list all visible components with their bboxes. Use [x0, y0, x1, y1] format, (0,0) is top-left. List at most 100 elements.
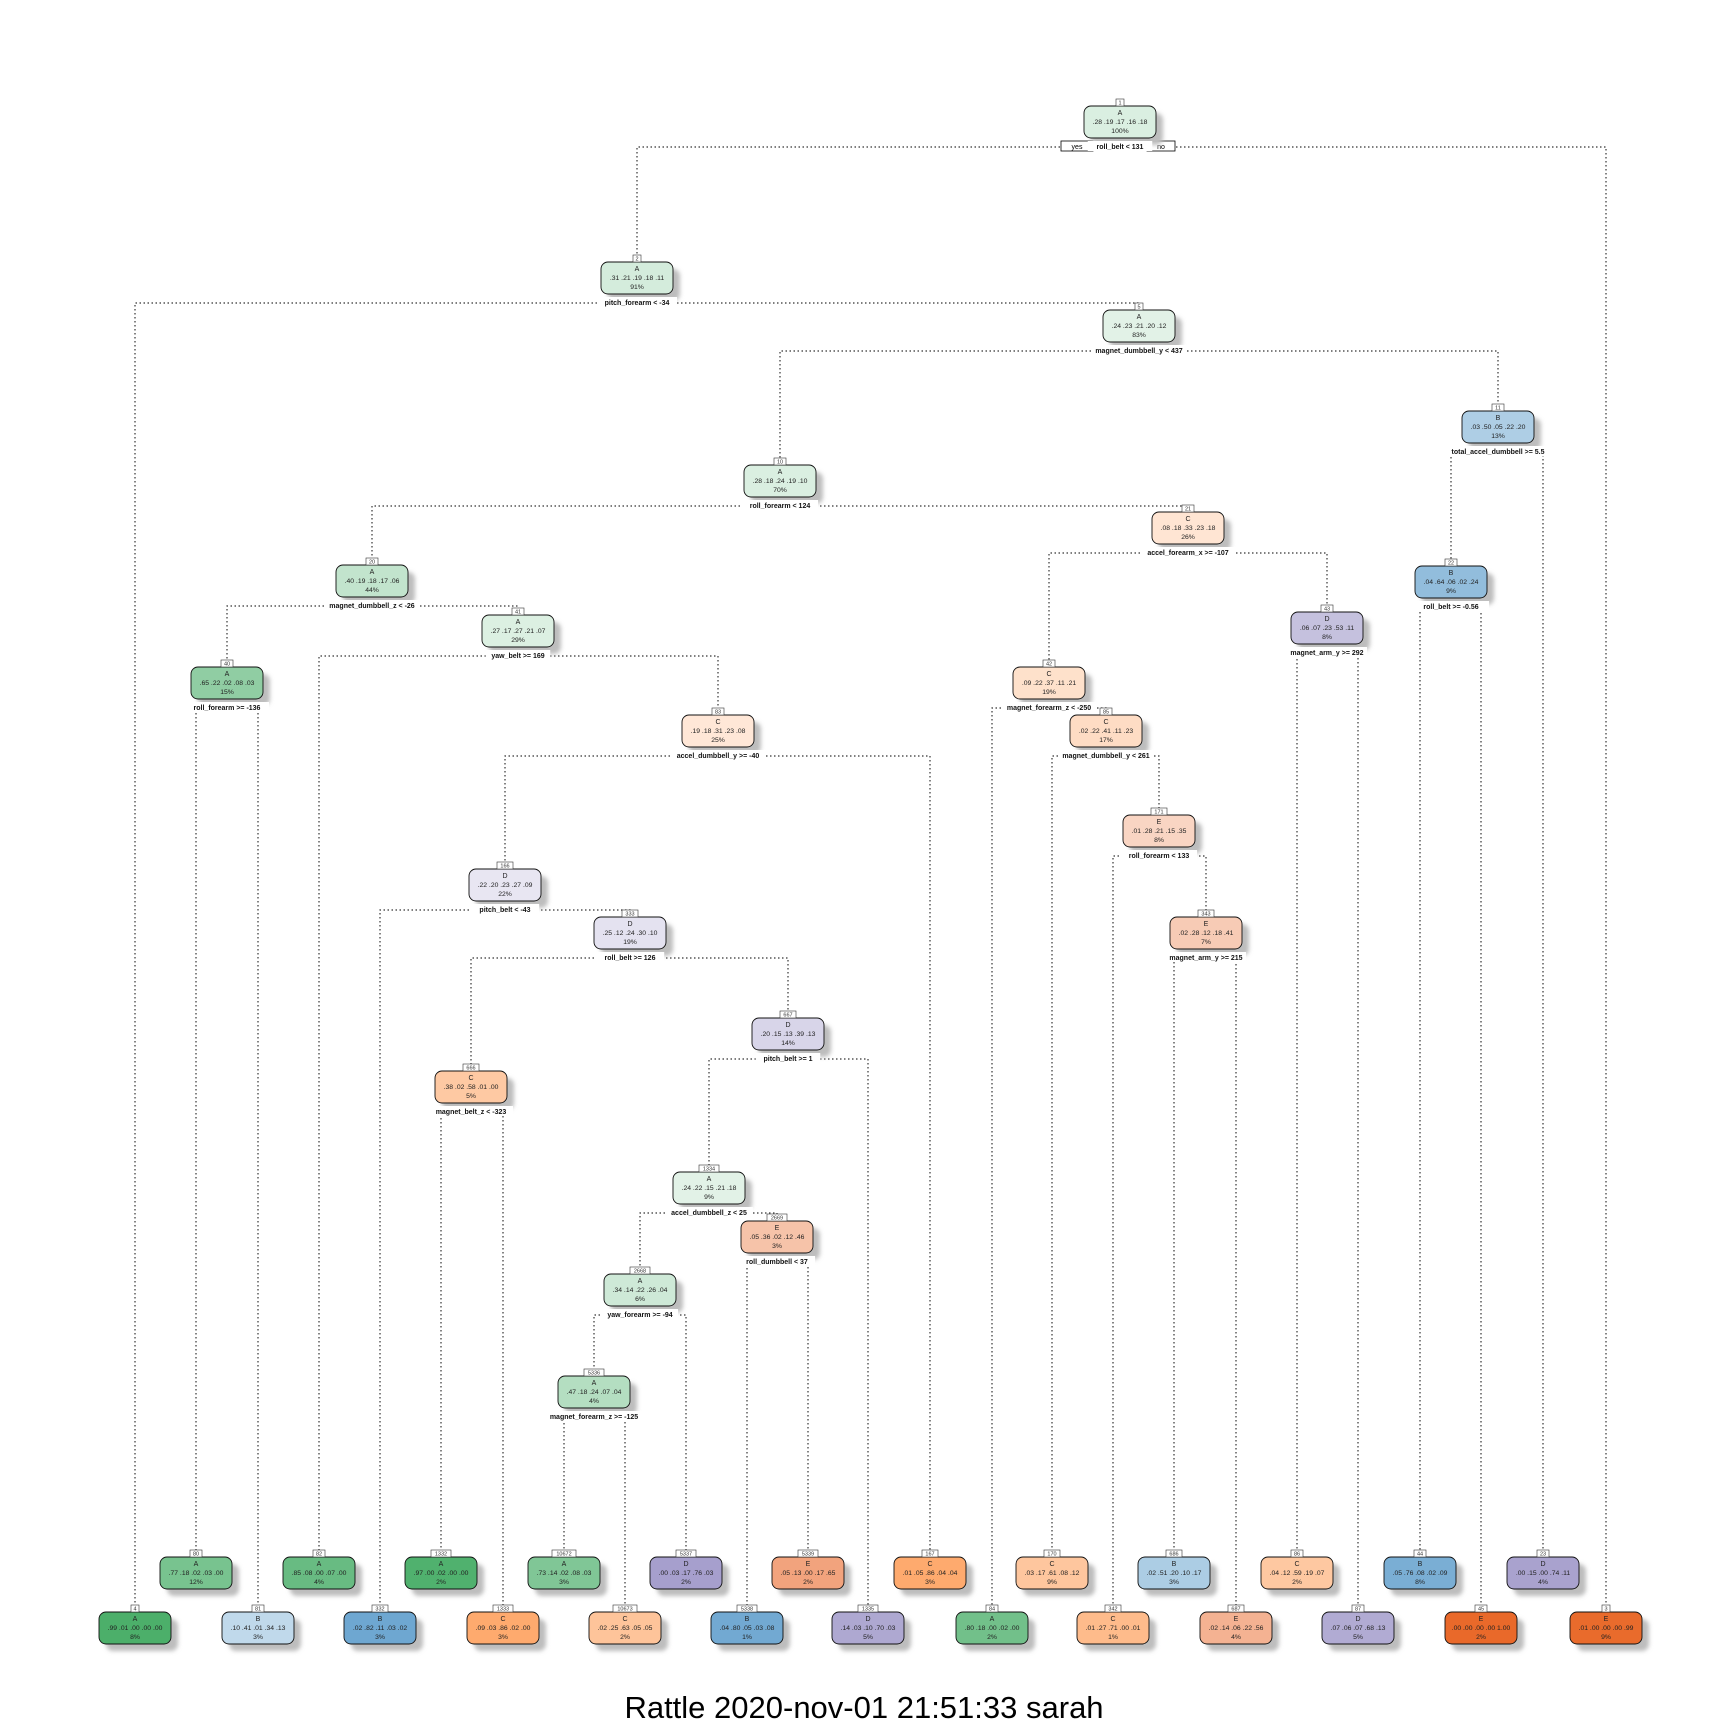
node-class: B [745, 1616, 750, 1623]
tree-node-1332: 1332 A .97 .00 .02 .00 .00 2% [404, 1549, 484, 1596]
tree-edge-1332 [440, 1111, 471, 1551]
split-label: magnet_dumbbell_z < -26 [329, 603, 414, 610]
node-number-tag [1099, 707, 1113, 716]
node-probs: .07 .06 .07 .68 .13 [1331, 1625, 1386, 1632]
node-class: D [1324, 616, 1329, 623]
split-label: accel_forearm_x >= -107 [1147, 550, 1228, 557]
tree-node-1333: 1333 C .09 .03 .86 .02 .00 3% [466, 1604, 546, 1651]
split-label: magnet_arm_y >= 292 [1290, 650, 1363, 657]
split-label: roll_belt >= 126 [605, 955, 656, 962]
node-class: A [778, 469, 783, 476]
node-probs: .73 .14 .02 .08 .03 [537, 1570, 592, 1577]
node-number: 10673 [617, 1607, 632, 1613]
tree-node-44: 44 B .05 .76 .08 .02 .09 8% [1383, 1549, 1463, 1596]
node-percent: 3% [375, 1634, 385, 1641]
split-label-bg [429, 1106, 513, 1116]
node-class: A [562, 1561, 567, 1568]
tree-node-84: 84 A .80 .18 .00 .02 .00 2% [955, 1604, 1035, 1651]
node-number: 170 [1047, 1552, 1056, 1558]
tree-edge-667 [630, 957, 789, 1012]
node-number: 687 [1231, 1607, 1240, 1613]
tree-edge-84 [991, 707, 1049, 1606]
branch-label-no: no [1157, 144, 1165, 151]
node-number-tag [711, 707, 725, 716]
node-percent: 25% [711, 737, 725, 744]
node-percent: 83% [1132, 332, 1146, 339]
split-label-bg [1412, 601, 1490, 611]
split-label: roll_belt >= -0.56 [1423, 604, 1478, 611]
node-class: B [378, 1616, 383, 1623]
tree-node-667: 667 D .20 .15 .13 .39 .13 14% pitch_belt >= … [751, 1010, 831, 1063]
tree-edge-42 [1048, 552, 1188, 661]
node-class: B [1449, 570, 1454, 577]
tree-edge-20 [371, 505, 780, 559]
node-probs: .31 .21 .19 .18 .11 [610, 275, 665, 282]
node-percent: 26% [1181, 534, 1195, 541]
tree-edge-5339 [777, 1261, 809, 1551]
tree-edge-5337 [640, 1314, 687, 1551]
node-class: B [1172, 1561, 1177, 1568]
tree-edge-22 [1450, 451, 1498, 560]
node-percent: 3% [925, 1579, 935, 1586]
node-probs: .00 .00 .00 .00 1.00 [1452, 1625, 1511, 1632]
tree-node-10: 10 A .28 .18 .24 .19 .10 70% roll_forearm < … [741, 457, 823, 510]
split-label: pitch_forearm < -34 [605, 300, 670, 307]
node-probs: .14 .03 .10 .70 .03 [841, 1625, 896, 1632]
node-probs: .09 .03 .86 .02 .00 [476, 1625, 531, 1632]
node-number-tag [583, 1368, 605, 1377]
split-label: magnet_dumbbell_y < 261 [1062, 753, 1149, 760]
node-percent: 5% [466, 1093, 476, 1100]
node-number-tag [551, 1549, 577, 1558]
node-percent: 3% [559, 1579, 569, 1586]
tree-node-342: 342 C .01 .27 .71 .00 .01 1% [1076, 1604, 1156, 1651]
node-percent: 2% [681, 1579, 691, 1586]
node-percent: 29% [511, 637, 525, 644]
node-number-tag [621, 909, 639, 918]
node-number: 1335 [862, 1607, 874, 1613]
node-percent: 4% [1231, 1634, 1241, 1641]
tree-edge-45 [1451, 606, 1482, 1606]
node-class: B [256, 1616, 261, 1623]
split-label-bg [185, 702, 269, 712]
node-class: D [785, 1022, 790, 1029]
split-label: magnet_forearm_z < -250 [1007, 705, 1091, 712]
node-probs: .03 .50 .05 .22 .20 [1471, 424, 1526, 431]
node-probs: .38 .02 .58 .01 .00 [444, 1084, 499, 1091]
node-number: 44 [1417, 1552, 1423, 1558]
node-class: C [1103, 719, 1108, 726]
tree-edge-171 [1106, 755, 1160, 809]
tree-edge-3 [1120, 146, 1607, 1606]
tree-edge-332 [379, 909, 505, 1606]
split-label-bg [596, 297, 678, 307]
node-percent: 4% [1538, 1579, 1548, 1586]
tree-node-167: 167 C .01 .05 .86 .04 .04 3% [893, 1549, 973, 1596]
tree-node-82: 82 A .85 .08 .00 .07 .00 4% [282, 1549, 362, 1596]
split-label-bg [1091, 345, 1187, 355]
tree-edge-687 [1206, 957, 1237, 1606]
tree-node-81: 81 B .10 .41 .01 .34 .13 3% [221, 1604, 301, 1651]
tree-node-3: 3 E .01 .00 .00 .00 .99 9% [1569, 1604, 1649, 1651]
node-probs: .34 .14 .22 .26 .04 [613, 1287, 668, 1294]
tree-edge-10673 [594, 1416, 626, 1606]
node-percent: 3% [253, 1634, 263, 1641]
node-probs: .02 .14 .06 .22 .56 [1209, 1625, 1264, 1632]
node-number-tag [1042, 659, 1056, 668]
tree-edge-81 [227, 707, 259, 1606]
node-number-tag [675, 1549, 697, 1558]
tree-node-5338: 5338 B .04 .80 .05 .03 .08 1% [710, 1604, 790, 1651]
node-number-tag [1474, 1604, 1488, 1613]
node-number: 5337 [680, 1552, 692, 1558]
node-probs: .03 .17 .61 .08 .12 [1025, 1570, 1080, 1577]
tree-node-87: 87 D .07 .06 .07 .68 .13 5% [1321, 1604, 1401, 1651]
node-class: D [865, 1616, 870, 1623]
node-number: 11 [1495, 406, 1501, 412]
node-number: 171 [1154, 810, 1163, 816]
node-probs: .01 .27 .71 .00 .01 [1086, 1625, 1141, 1632]
tree-node-21: 21 C .08 .18 .33 .23 .18 26% accel_forearm_x… [1140, 504, 1236, 557]
node-number-tag [921, 1549, 939, 1558]
tree-edge-10 [779, 350, 1139, 459]
node-number-tag [1134, 302, 1144, 311]
tree-edge-86 [1296, 652, 1327, 1551]
tree-edge-80 [195, 707, 227, 1551]
